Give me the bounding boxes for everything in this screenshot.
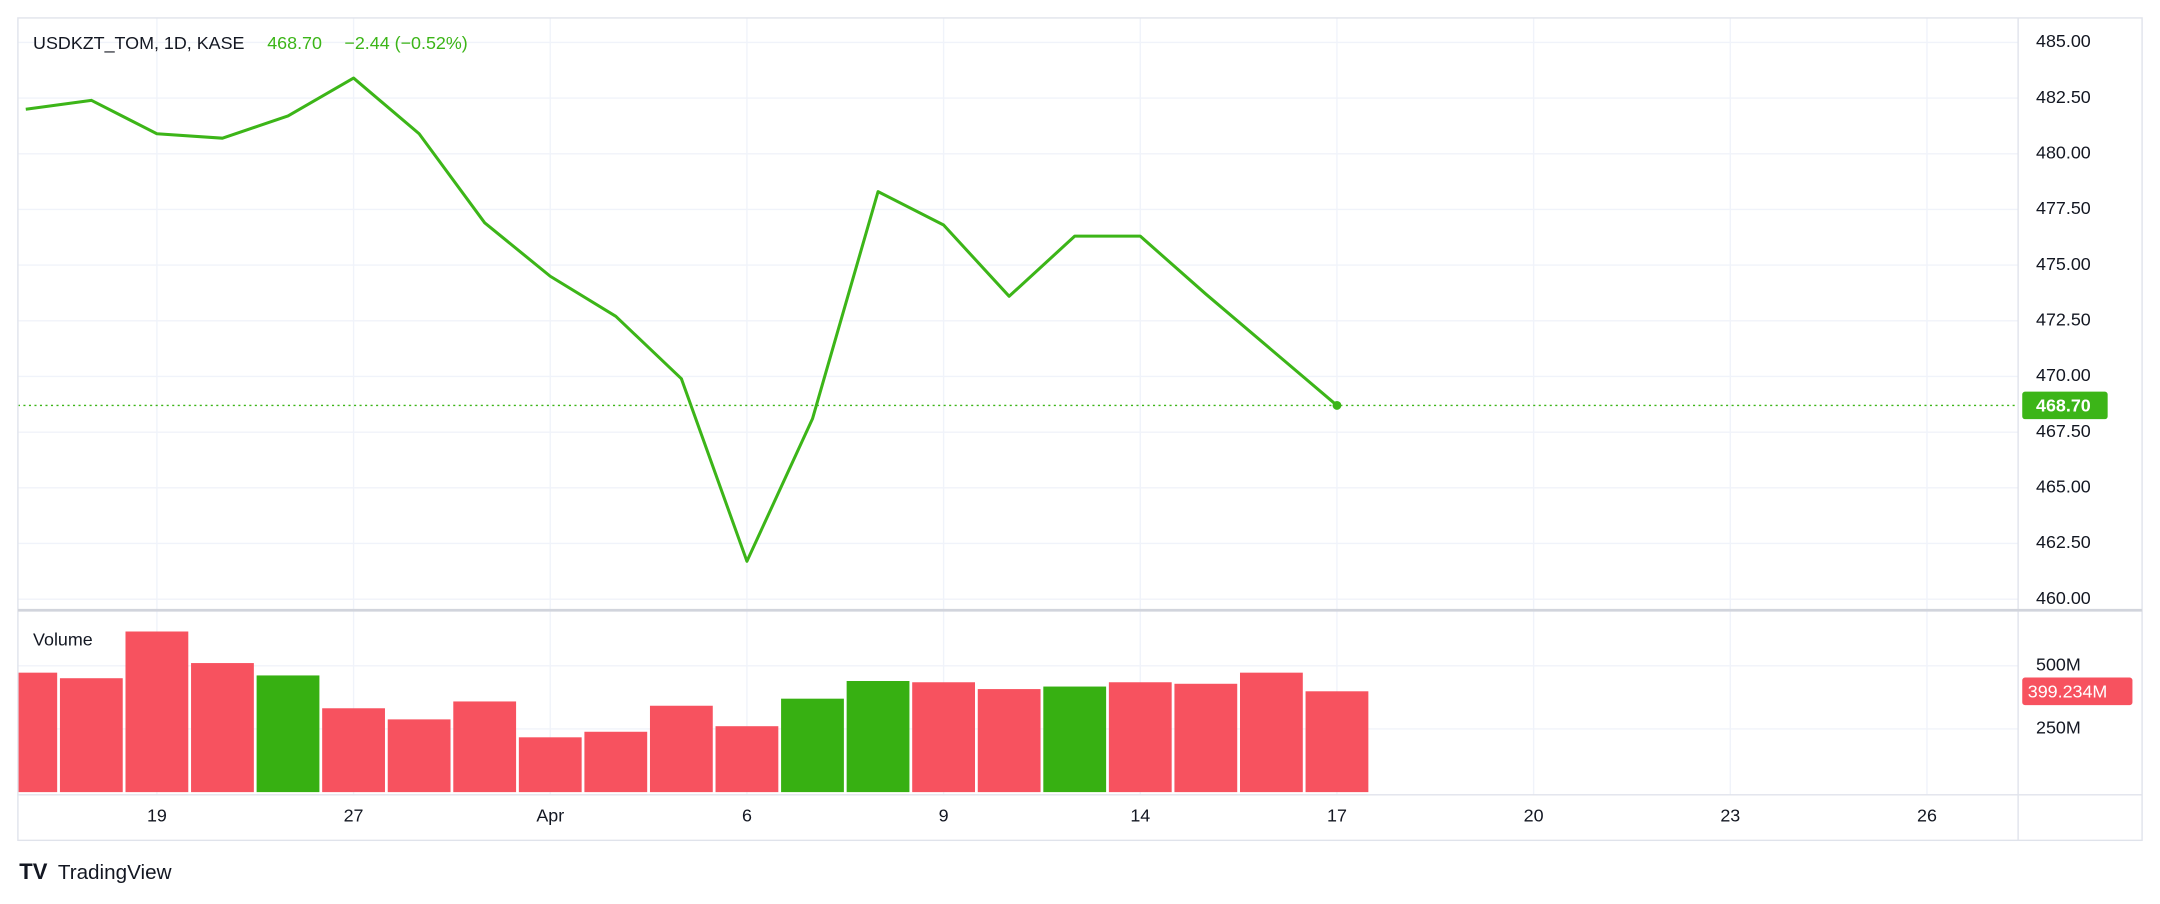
labels: 19 27 Apr 6 9 14 17 20 23 26 460.00 462.50 465.00 467…	[147, 31, 2133, 826]
symbol: USDKZT_TOM, 1D, KASE	[33, 33, 244, 54]
last-point	[1332, 401, 1342, 410]
volume-bar	[1108, 682, 1172, 793]
y-tick-label: 250M	[2036, 718, 2081, 738]
x-tick-label: 14	[1130, 806, 1150, 826]
logo-mark: TV	[19, 859, 47, 884]
price-pane	[17, 76, 2019, 563]
y-tick-label: 460.00	[2036, 588, 2091, 608]
volume-bar	[1043, 686, 1107, 793]
volume-bar	[518, 737, 582, 793]
volume-bar	[256, 675, 320, 793]
y-tick-label: 500M	[2036, 655, 2081, 675]
grid	[17, 17, 2019, 795]
change: −2.44 (−0.52%)	[344, 33, 467, 53]
volume-bar	[59, 678, 123, 793]
volume-bar	[191, 663, 254, 793]
volume-bar	[584, 731, 648, 793]
volume-bar	[17, 672, 58, 793]
y-tick-label: 467.50	[2036, 421, 2091, 441]
volume-bar	[125, 631, 189, 793]
volume-pane	[17, 631, 1369, 793]
volume-title: Volume	[33, 629, 93, 649]
last-price: 468.70	[267, 33, 322, 53]
x-tick-label: 19	[147, 806, 167, 826]
x-tick-label: 17	[1327, 806, 1347, 826]
y-tick-label: 480.00	[2036, 143, 2091, 163]
volume-tag	[2022, 677, 2133, 706]
volume-bar	[1239, 672, 1303, 793]
volume-tag-label: 399.234M	[2028, 681, 2108, 701]
y-tick-label: 470.00	[2036, 365, 2091, 385]
frame	[17, 17, 2143, 842]
y-tick-label: 477.50	[2036, 198, 2091, 218]
x-tick-label: 26	[1917, 806, 1937, 826]
x-tick-label: 23	[1720, 806, 1740, 826]
volume-bar	[977, 689, 1041, 793]
x-tick-label: Apr	[536, 806, 564, 826]
volume-bar	[715, 726, 779, 793]
y-tick-label: 465.00	[2036, 477, 2091, 497]
price-line	[25, 76, 1338, 563]
volume-bar	[912, 682, 976, 793]
x-tick-label: 6	[742, 806, 752, 826]
y-tick-label: 462.50	[2036, 532, 2091, 552]
x-tick-label: 9	[939, 806, 949, 826]
price-tag-label: 468.70	[2036, 396, 2091, 416]
y-tick-label: 475.00	[2036, 254, 2091, 274]
y-tick-label: 485.00	[2036, 31, 2091, 51]
volume-bar	[781, 698, 844, 793]
volume-bar	[846, 680, 910, 793]
price-tag	[2022, 391, 2108, 420]
brand: TradingView	[58, 861, 172, 884]
volume-bar	[322, 708, 385, 793]
volume-bar	[1305, 691, 1369, 793]
volume-bar	[649, 705, 713, 793]
x-tick-label: 27	[344, 806, 364, 826]
volume-bar	[387, 719, 451, 793]
volume-bar	[453, 701, 517, 793]
volume-bar	[1174, 683, 1238, 793]
y-tick-label: 472.50	[2036, 310, 2091, 330]
x-tick-label: 20	[1524, 806, 1544, 826]
y-tick-label: 482.50	[2036, 87, 2091, 107]
